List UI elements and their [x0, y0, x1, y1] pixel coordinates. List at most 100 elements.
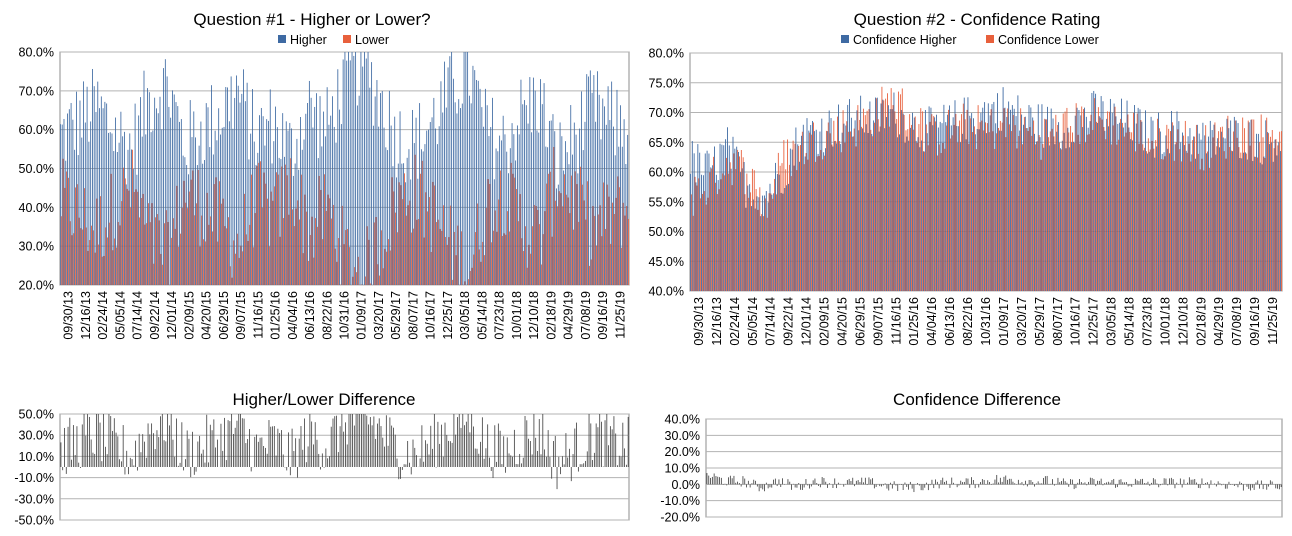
q1-bar-series-2 — [62, 158, 64, 285]
q2-bar-series-2 — [1268, 133, 1270, 291]
q2-bar-series-2 — [785, 169, 787, 291]
d2-bar — [722, 484, 724, 485]
d2-bar — [1068, 484, 1070, 487]
q2-bar-series-1 — [1241, 158, 1243, 291]
q1-bar-series-2 — [89, 240, 91, 285]
d1-bar — [341, 414, 343, 467]
q2-y-tick-label: 55.0% — [649, 195, 684, 209]
q1-bar-series-2 — [178, 246, 180, 285]
chart-d2-title: Confidence Difference — [893, 390, 1061, 409]
q1-bar-series-2 — [354, 267, 356, 285]
q1-bar-series-1 — [287, 130, 289, 285]
q1-bar-series-2 — [599, 205, 601, 285]
d2-bar — [747, 480, 749, 485]
q1-bar-series-2 — [318, 175, 320, 285]
q2-bar-series-1 — [752, 199, 754, 291]
q2-bar-series-2 — [848, 131, 850, 291]
d2-bar — [1192, 479, 1194, 485]
d1-bar — [334, 416, 336, 467]
q1-bar-series-1 — [148, 92, 150, 286]
q2-bar-series-1 — [782, 193, 784, 291]
d1-bar — [433, 414, 435, 467]
d2-bar — [897, 484, 899, 491]
q1-bar-series-2 — [510, 162, 512, 285]
q2-bar-series-2 — [803, 164, 805, 291]
d1-bar — [394, 434, 396, 467]
d2-bar — [1176, 482, 1178, 485]
q1-bar-series-2 — [491, 242, 493, 285]
q2-bar-series-1 — [1067, 127, 1069, 291]
d1-bar — [204, 462, 206, 467]
q1-bar-series-1 — [104, 101, 106, 285]
q1-bar-series-2 — [507, 211, 509, 285]
q1-bar-series-1 — [543, 83, 545, 285]
d2-bar — [742, 476, 744, 485]
q2-bar-series-2 — [1042, 143, 1044, 291]
d1-bar — [521, 463, 522, 467]
d2-bar — [875, 484, 877, 487]
q1-bar-series-1 — [387, 150, 389, 285]
d2-bar — [744, 478, 746, 485]
q2-bar-series-1 — [815, 129, 817, 291]
q2-bar-series-2 — [764, 198, 766, 291]
d1-bar — [206, 414, 208, 467]
d2-bar — [967, 478, 969, 485]
d1-bar — [158, 437, 160, 467]
q1-bar-series-2 — [103, 255, 105, 285]
q2-bar-series-1 — [860, 95, 862, 291]
d1-bar — [497, 423, 499, 467]
q2-bar-series-2 — [729, 162, 731, 291]
q2-bar-series-1 — [751, 206, 752, 291]
q2-bar-series-1 — [986, 133, 987, 291]
d2-bar — [927, 484, 929, 491]
q2-bar-series-1 — [1006, 116, 1008, 291]
q2-bar-series-2 — [922, 111, 924, 292]
q2-bar-series-1 — [1019, 130, 1021, 291]
q2-bar-series-1 — [1202, 122, 1204, 291]
d1-bar — [145, 457, 147, 467]
q1-bar-series-1 — [454, 102, 456, 285]
q1-bar-series-1 — [461, 103, 463, 285]
q2-bar-series-1 — [1030, 107, 1032, 291]
q1-x-tick-label: 11/25/19 — [613, 291, 627, 339]
q1-bar-series-2 — [560, 193, 562, 285]
d2-bar — [1235, 484, 1237, 486]
q1-bar-series-1 — [620, 105, 621, 286]
q1-bar-series-2 — [283, 218, 284, 285]
d2-bar — [962, 482, 963, 485]
q1-bar-series-2 — [423, 237, 425, 285]
d2-bar — [902, 484, 904, 490]
q1-bar-series-1 — [428, 129, 429, 285]
d2-bar — [738, 483, 740, 485]
q1-x-tick-label: 05/14/18 — [475, 291, 489, 340]
q1-bar-series-2 — [267, 198, 268, 285]
q2-bar-series-2 — [1001, 122, 1003, 291]
q1-bar-series-1 — [572, 154, 573, 285]
q2-bar-series-1 — [1069, 147, 1071, 291]
d2-bar — [1019, 483, 1021, 485]
q1-bar-series-2 — [500, 170, 501, 285]
q2-bar-series-2 — [905, 130, 907, 291]
d1-bar — [585, 460, 586, 467]
d2-bar — [803, 484, 805, 488]
q2-bar-series-1 — [702, 175, 704, 291]
d1-bar — [142, 434, 144, 467]
q2-bar-series-2 — [1273, 148, 1275, 291]
q1-x-tick-label: 04/20/15 — [200, 291, 214, 340]
q1-x-tick-label: 09/07/15 — [234, 291, 248, 340]
d1-bar — [117, 436, 119, 467]
q2-bar-series-1 — [801, 135, 802, 291]
q2-bar-series-2 — [1007, 108, 1009, 291]
d2-bar — [1138, 481, 1140, 485]
d1-bar — [289, 467, 291, 476]
q1-bar-series-1 — [67, 113, 68, 286]
d1-bar — [87, 414, 89, 467]
q1-x-tick-label: 07/14/14 — [131, 291, 145, 340]
q1-bar-series-2 — [190, 179, 192, 285]
d1-bar — [615, 433, 617, 467]
q1-bar-series-2 — [526, 267, 528, 285]
q2-bar-series-2 — [1062, 113, 1064, 292]
q2-bar-series-2 — [1175, 142, 1177, 291]
d1-bar — [291, 428, 293, 467]
d1-bar — [76, 426, 78, 467]
